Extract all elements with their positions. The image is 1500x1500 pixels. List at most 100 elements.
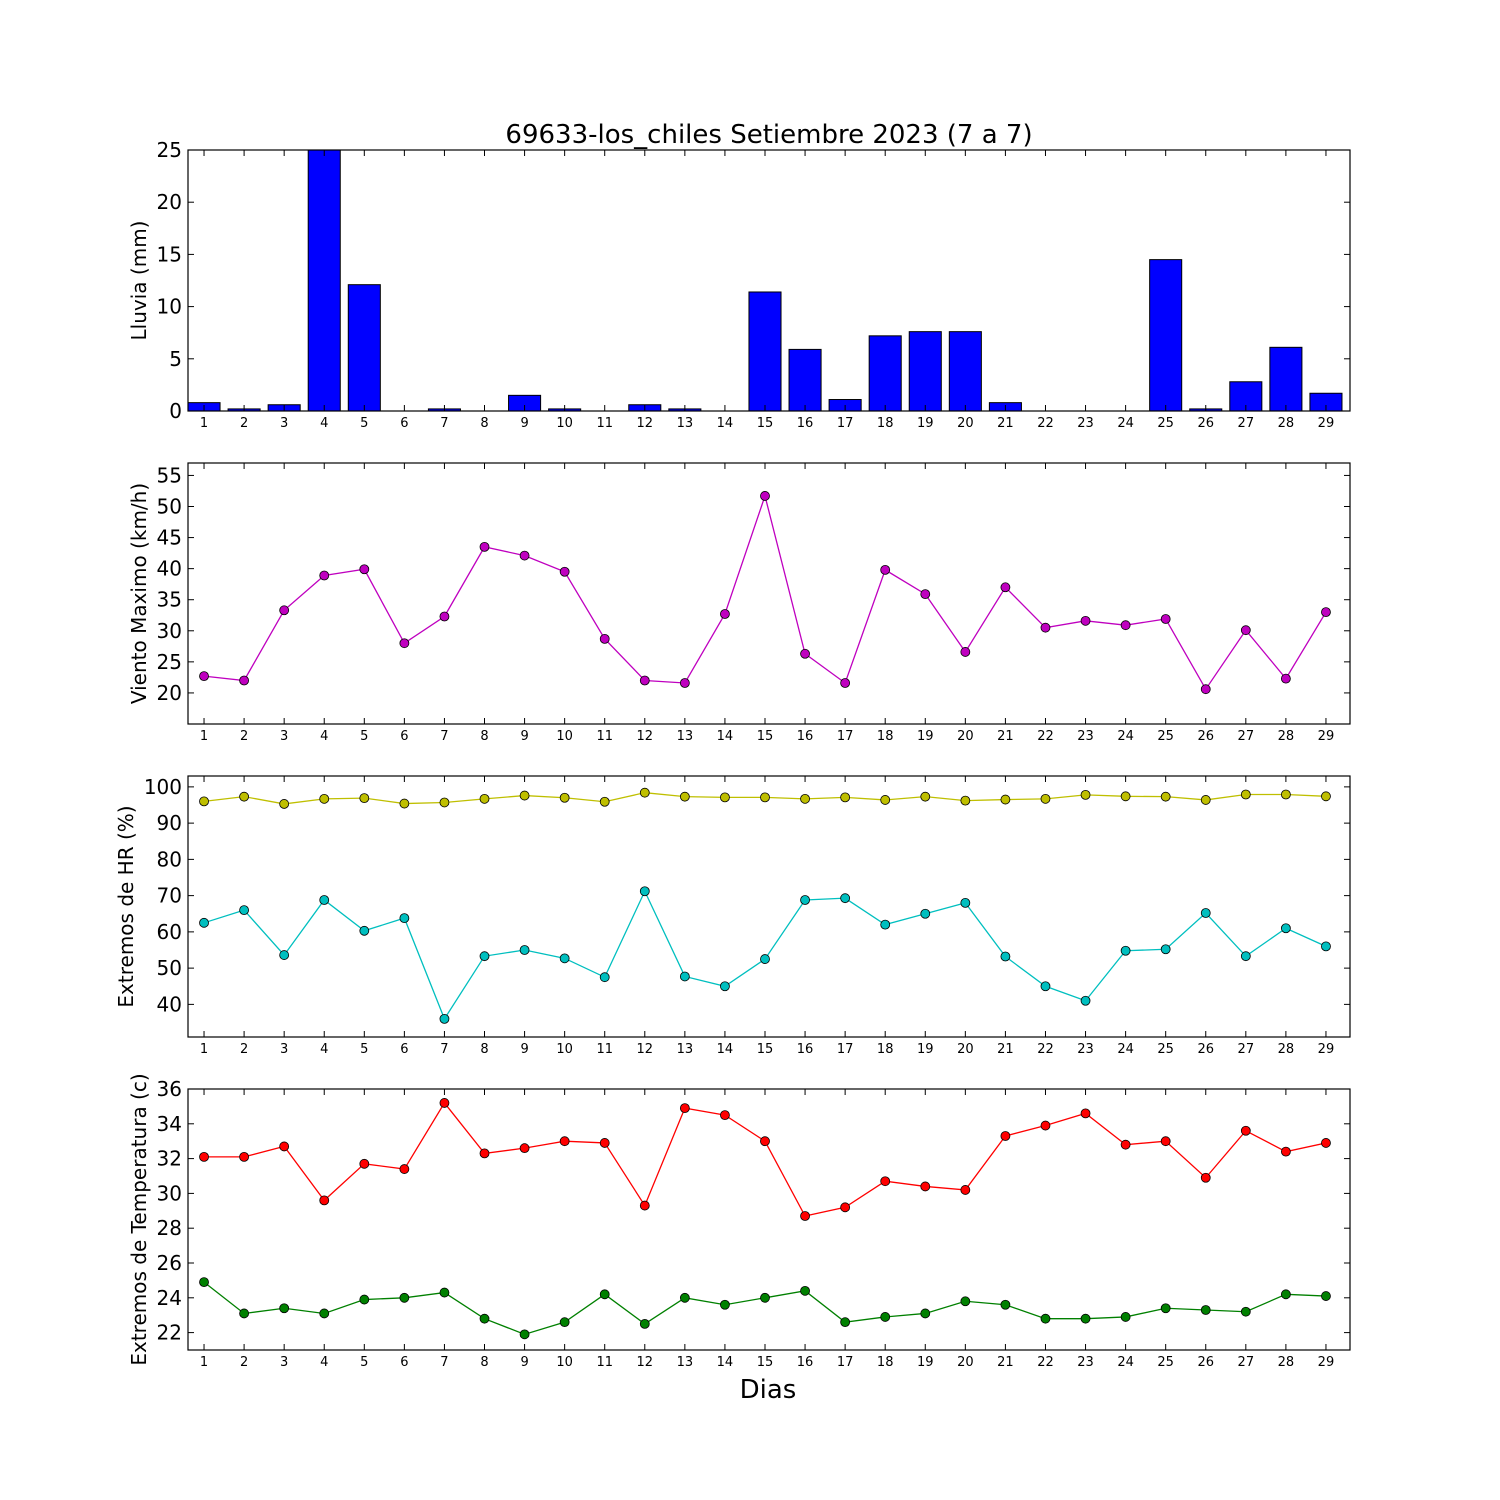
x-tick-label: 1 [200, 1355, 208, 1370]
point-series-1-day-12 [639, 787, 650, 798]
x-tick-label: 13 [677, 1042, 694, 1057]
point-series-1-day-3 [279, 799, 290, 809]
point-series-2-day-16 [800, 895, 810, 905]
point-series-2-day-3 [279, 950, 290, 960]
x-tick-label: 8 [480, 1355, 488, 1370]
x-tick-label: 19 [917, 1042, 934, 1057]
point-series-1-day-7 [439, 611, 450, 622]
bar-day-20 [948, 331, 982, 412]
x-tick-label: 22 [1037, 729, 1054, 744]
x-tick-label: 16 [797, 1042, 814, 1057]
point-series-1-day-22 [1040, 793, 1051, 804]
point-series-2-day-26 [1200, 1305, 1211, 1315]
point-series-2-day-12 [639, 886, 650, 897]
point-series-1-day-20 [960, 647, 971, 657]
point-series-1-day-23 [1080, 789, 1091, 800]
y-tick-label: 40 [157, 992, 182, 1016]
x-tick-label: 4 [320, 729, 328, 744]
y-tick-label: 15 [157, 242, 182, 266]
y-axis-label: Lluvia (mm) [127, 221, 151, 341]
y-tick-label: 22 [157, 1321, 182, 1345]
point-series-2-day-26 [1200, 908, 1211, 918]
x-tick-label: 12 [637, 1042, 654, 1057]
x-tick-label: 17 [837, 729, 854, 744]
x-tick-label: 27 [1238, 1355, 1255, 1370]
point-series-1-day-4 [319, 793, 330, 804]
x-tick-label: 7 [440, 416, 448, 431]
point-series-1-day-26 [1200, 1172, 1211, 1183]
x-tick-label: 28 [1278, 416, 1295, 431]
y-tick-label: 55 [157, 463, 182, 487]
point-series-1-day-20 [960, 795, 971, 806]
x-tick-label: 9 [520, 416, 528, 431]
x-tick-label: 23 [1077, 416, 1094, 431]
x-tick-label: 23 [1077, 1042, 1094, 1057]
point-series-2-day-15 [760, 954, 770, 964]
point-series-1-day-21 [1000, 582, 1011, 593]
point-series-1-day-23 [1080, 1108, 1091, 1119]
x-tick-label: 3 [280, 1042, 288, 1057]
bar-day-25 [1149, 259, 1183, 412]
point-series-1-day-7 [439, 1098, 450, 1108]
x-tick-label: 14 [717, 1042, 734, 1057]
x-axis-label: Dias [740, 1375, 797, 1405]
point-series-1-day-7 [439, 797, 450, 808]
bar-day-15 [748, 291, 782, 412]
point-series-1-day-4 [319, 1195, 330, 1206]
y-tick-label: 32 [157, 1147, 182, 1171]
bar-day-16 [788, 348, 822, 412]
point-series-2-day-1 [199, 1277, 209, 1288]
x-tick-label: 17 [837, 416, 854, 431]
x-tick-label: 29 [1318, 1355, 1335, 1370]
x-tick-label: 8 [480, 1042, 488, 1057]
point-series-2-day-18 [880, 919, 891, 930]
x-tick-label: 7 [440, 1355, 448, 1370]
point-series-1-day-17 [840, 792, 851, 803]
point-series-1-day-20 [960, 1185, 971, 1195]
point-series-2-day-14 [720, 1299, 730, 1310]
point-series-2-day-27 [1240, 1306, 1251, 1317]
point-series-1-day-14 [720, 1110, 730, 1120]
point-series-2-day-20 [960, 897, 971, 908]
x-tick-label: 19 [917, 1355, 934, 1370]
x-tick-label: 5 [360, 729, 368, 744]
x-tick-label: 7 [440, 729, 448, 744]
point-series-2-day-22 [1040, 1313, 1051, 1324]
x-tick-label: 13 [677, 1355, 694, 1370]
point-series-1-day-8 [479, 541, 490, 552]
x-tick-label: 16 [797, 1355, 814, 1370]
point-series-1-day-16 [800, 1211, 810, 1221]
point-series-2-day-10 [559, 1317, 570, 1328]
x-tick-label: 26 [1197, 1355, 1214, 1370]
x-tick-label: 22 [1037, 1355, 1054, 1370]
x-tick-label: 20 [957, 1355, 974, 1370]
point-series-2-day-24 [1120, 945, 1131, 956]
point-series-1-day-12 [639, 675, 650, 686]
x-tick-label: 23 [1077, 729, 1094, 744]
point-series-1-day-10 [559, 792, 570, 803]
y-tick-label: 36 [157, 1077, 182, 1101]
bar-day-18 [868, 335, 902, 412]
x-tick-label: 18 [877, 1042, 894, 1057]
chart-title: 69633-los_chiles Setiembre 2023 (7 a 7) [505, 120, 1032, 150]
y-tick-label: 35 [157, 588, 182, 612]
point-series-1-day-11 [599, 1138, 610, 1148]
y-tick-label: 90 [157, 811, 182, 835]
point-series-2-day-23 [1080, 1313, 1091, 1324]
axes-frame [187, 1088, 1351, 1351]
x-tick-label: 4 [320, 1042, 328, 1057]
point-series-1-day-1 [199, 1151, 209, 1162]
point-series-1-day-3 [279, 605, 290, 616]
point-series-1-day-13 [679, 1103, 690, 1114]
y-tick-label: 25 [157, 138, 182, 162]
point-series-1-day-16 [800, 648, 810, 659]
x-tick-label: 15 [757, 416, 774, 431]
point-series-2-day-28 [1280, 1289, 1291, 1300]
point-series-2-day-5 [359, 925, 370, 936]
x-tick-label: 24 [1117, 729, 1134, 744]
x-tick-label: 25 [1157, 729, 1174, 744]
x-tick-label: 15 [757, 1355, 774, 1370]
y-tick-label: 28 [157, 1216, 182, 1240]
